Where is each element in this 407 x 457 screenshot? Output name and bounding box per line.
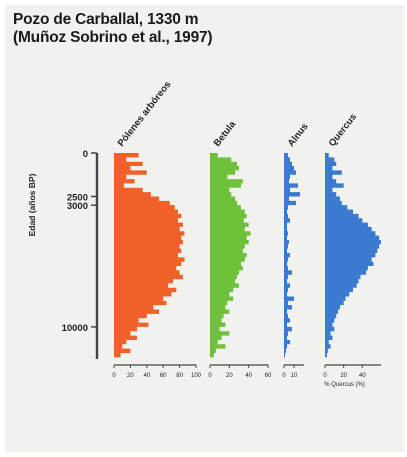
x-axis-label-4: % Quercus (%): [324, 382, 365, 388]
y-tick-label-0: 0: [83, 149, 88, 160]
series-area-1: [114, 153, 185, 358]
x-tick-label-4-0: 0: [323, 373, 327, 379]
x-tick-label-1-3: 60: [160, 373, 167, 379]
y-axis-label: Edad (años BP): [27, 173, 37, 236]
y-tick-label-3: 10000: [62, 323, 88, 334]
series-name-4: Quercus: [327, 112, 359, 149]
series-name-3: Alnus: [286, 121, 311, 149]
series-name-2: Betula: [212, 119, 239, 149]
y-tick-label-2: 3000: [67, 201, 88, 212]
x-tick-label-2-1: 20: [226, 373, 233, 379]
x-tick-label-1-2: 40: [143, 373, 150, 379]
series-name-1: Pólenes arbóreos: [116, 79, 174, 149]
x-tick-label-2-0: 0: [208, 373, 212, 379]
chart-title: Pozo de Carballal, 1330 m: [13, 11, 199, 28]
series-area-3: [284, 153, 300, 358]
y-tick-label-1: 2500: [67, 192, 88, 203]
series-area-2: [210, 153, 251, 358]
series-area-4: [325, 153, 381, 358]
x-tick-label-4-1: 20: [340, 373, 347, 379]
chart-subtitle: (Muñoz Sobrino et al., 1997): [13, 29, 213, 46]
figure-panel: Pozo de Carballal, 1330 m (Muñoz Sobrino…: [5, 5, 404, 452]
x-tick-label-2-3: 60: [265, 373, 272, 379]
x-tick-label-1-1: 20: [127, 373, 134, 379]
x-tick-label-3-1: 10: [291, 373, 298, 379]
x-tick-label-3-0: 0: [282, 373, 286, 379]
x-tick-label-2-2: 40: [245, 373, 252, 379]
x-tick-label-1-4: 80: [176, 373, 183, 379]
x-tick-label-1-5: 100: [191, 373, 202, 379]
x-tick-label-1-0: 0: [112, 373, 116, 379]
x-tick-label-4-2: 40: [359, 373, 366, 379]
